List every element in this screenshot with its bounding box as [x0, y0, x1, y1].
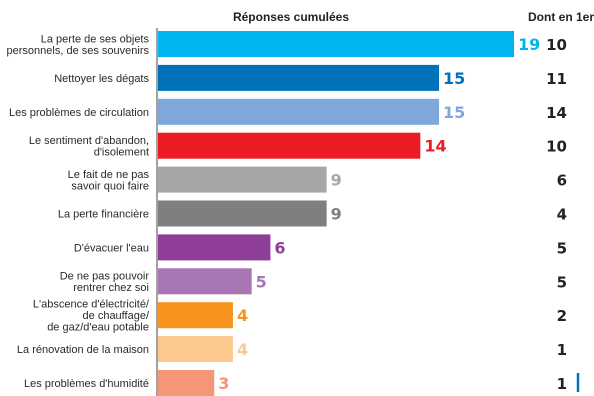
- bar: [158, 268, 252, 295]
- bar: [158, 302, 233, 329]
- first-value-label: 1: [557, 341, 567, 359]
- category-label: D'évacuer l'eau: [74, 242, 149, 254]
- category-label: Nettoyer les dégats: [54, 73, 149, 85]
- category-label: La perte de ses objets: [41, 33, 150, 45]
- cumulative-value-label: 14: [424, 137, 446, 156]
- cumulative-value-label: 15: [443, 69, 465, 88]
- first-value-label: 4: [557, 206, 567, 224]
- category-label: d'isolement: [94, 146, 149, 158]
- first-value-label: 5: [557, 273, 567, 291]
- category-label: Le sentiment d'abandon,: [29, 135, 149, 147]
- cumulative-value-label: 3: [218, 374, 229, 393]
- first-value-label: 14: [546, 104, 567, 122]
- category-label: De ne pas pouvoir: [60, 271, 150, 283]
- bar: [158, 132, 421, 159]
- cumulative-value-label: 9: [331, 171, 342, 190]
- cumulative-value-label: 4: [237, 306, 248, 325]
- first-value-label: 10: [546, 36, 567, 54]
- header-first-responses: Dont en 1er: [528, 10, 594, 24]
- cumulative-value-label: 4: [237, 340, 248, 359]
- category-label: La rénovation de la maison: [17, 344, 149, 356]
- category-label: de gaz/d'eau potable: [47, 322, 149, 334]
- bar: [158, 234, 271, 261]
- bar: [158, 98, 440, 125]
- first-value-label: 11: [546, 70, 567, 88]
- first-value-label: 2: [557, 307, 567, 325]
- bar: [158, 166, 327, 193]
- category-label: Le fait de ne pas: [68, 169, 150, 181]
- category-label: savoir quoi faire: [71, 180, 149, 192]
- bar: [158, 370, 215, 396]
- cumulative-value-label: 19: [518, 35, 540, 54]
- category-label: Les problèmes de circulation: [9, 107, 149, 119]
- category-label: personnels, de ses souvenirs: [7, 45, 150, 57]
- bar: [158, 200, 327, 227]
- bar: [158, 336, 233, 363]
- first-value-label: 5: [557, 239, 567, 257]
- first-value-label: 6: [557, 172, 567, 190]
- category-label: de chauffage/: [83, 310, 150, 322]
- category-label: Les problèmes d'humidité: [24, 378, 149, 390]
- first-value-label: 10: [546, 138, 567, 156]
- first-value-label: 1: [557, 375, 567, 393]
- category-label: L'abscence d'électricité/: [33, 299, 150, 311]
- cumulative-value-label: 5: [256, 272, 267, 291]
- cumulative-value-label: 6: [274, 238, 285, 257]
- cumulative-value-label: 15: [443, 103, 465, 122]
- cumulative-value-label: 9: [331, 205, 342, 224]
- category-label: La perte financière: [58, 209, 149, 221]
- bar: [158, 64, 440, 91]
- category-label: rentrer chez soi: [73, 282, 149, 294]
- bar: [158, 31, 514, 57]
- header-cumulative-responses: Réponses cumulées: [233, 10, 349, 24]
